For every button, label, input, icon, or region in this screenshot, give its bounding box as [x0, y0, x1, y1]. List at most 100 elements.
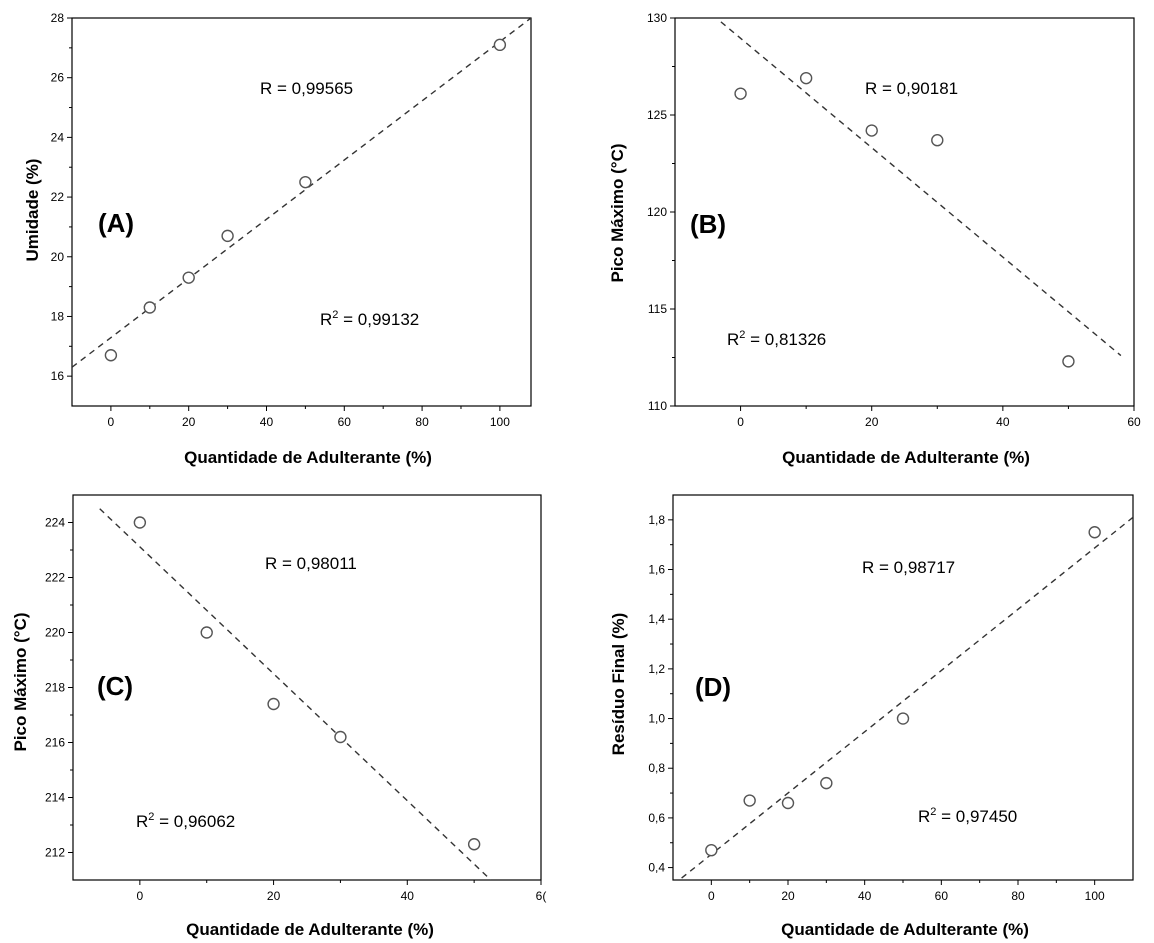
- panel-a-r2-exp: 2: [332, 309, 338, 321]
- panel-b-r-annotation: R = 0,90181: [865, 79, 958, 98]
- panel-b-xlabel: Quantidade de Adulterante (%): [782, 448, 1030, 467]
- panel-a-r2-base: R: [320, 310, 332, 329]
- panel-c-ylabel: Pico Máximo (°C): [11, 612, 30, 751]
- panel-b-fit-line: [720, 21, 1122, 357]
- panel-c-ytick-label: 212: [45, 846, 65, 860]
- panel-b-r2-value: = 0,81326: [745, 330, 826, 349]
- panel-a-xtick-label: 80: [415, 415, 429, 429]
- panel-a: 0 20 40 60 80 100 16 18 20 22 24 26 28 (A) R = 0,995…: [23, 11, 532, 467]
- panel-b-data-point: [734, 87, 747, 100]
- panel-d-r-annotation: R = 0,98717: [862, 558, 955, 577]
- panel-b-r2-annotation: R2 = 0,81326: [727, 329, 826, 349]
- panel-b-ytick-label: 110: [648, 399, 667, 413]
- panel-d-xlabel: Quantidade de Adulterante (%): [781, 920, 1029, 939]
- panel-d-r2-annotation: R2 = 0,97450: [918, 806, 1017, 826]
- panel-a-data-point: [143, 301, 156, 314]
- panel-a-ytick-label: 24: [51, 130, 65, 144]
- panel-d-ytick-label: 0,4: [648, 861, 665, 875]
- panel-d-xtick-label: 20: [781, 889, 795, 903]
- panel-c-ytick-label: 224: [45, 516, 65, 530]
- panel-d-ytick-label: 1,0: [648, 712, 665, 726]
- panel-d-ylabel: Resíduo Final (%): [609, 613, 628, 756]
- panel-d-frame: [672, 494, 1134, 881]
- panel-c-fit-line: [99, 508, 492, 880]
- panel-a-xtick-label: 100: [490, 415, 510, 429]
- panel-a-data-point: [299, 175, 312, 189]
- panel-c-xtick-label: 20: [267, 889, 281, 903]
- panel-d-data-point: [896, 712, 910, 725]
- panel-a-ytick-label: 22: [51, 190, 65, 204]
- panel-d-xtick-label: 60: [935, 889, 949, 903]
- panel-b-label: (B): [690, 209, 726, 239]
- panel-a-ytick-label: 26: [51, 71, 65, 85]
- panel-b-xtick-label: 40: [996, 415, 1010, 429]
- panel-c-data-point: [267, 697, 280, 711]
- panel-d-r2-base: R: [918, 807, 930, 826]
- panel-d-data-point: [781, 796, 795, 810]
- panel-c-ytick-label: 220: [45, 626, 65, 640]
- panel-b-ytick-label: 120: [647, 205, 667, 219]
- panel-c-data-point: [133, 516, 147, 529]
- panel-b-data-point: [1062, 355, 1075, 368]
- panel-d-data-point: [1088, 526, 1101, 539]
- panel-b-xtick-label: 0: [737, 415, 744, 429]
- panel-c-r2-annotation: R2 = 0,96062: [136, 811, 235, 831]
- panel-c-ytick-label: 216: [45, 736, 65, 750]
- panel-b-ytick-label: 115: [648, 302, 667, 316]
- panel-b-plot-area: 0 20 40 60 110 115 120 125 130: [647, 11, 1141, 429]
- panel-c-ytick-label: 214: [45, 791, 65, 805]
- panel-d: 0 20 40 60 80 100 0,4 0,6 0,8 1,0 1,2 1,4 1,6 1,8 (D)…: [609, 494, 1134, 939]
- panel-c-ytick-label: 218: [45, 681, 65, 695]
- panel-c-r2-base: R: [136, 812, 148, 831]
- panel-d-data-point: [820, 776, 833, 790]
- panel-a-r-annotation: R = 0,99565: [260, 79, 353, 98]
- panel-b-ytick-label: 125: [647, 108, 667, 122]
- panel-a-ytick-label: 28: [51, 11, 65, 25]
- panel-c-xtick-label: 0: [137, 889, 144, 903]
- panel-d-ytick-label: 1,2: [648, 662, 665, 676]
- panel-a-fit-line: [72, 18, 531, 368]
- panel-b-ytick-label: 130: [647, 11, 667, 25]
- panel-c-data-point: [467, 838, 481, 851]
- panel-b-frame: [674, 17, 1135, 407]
- panel-a-label: (A): [98, 208, 134, 238]
- panel-d-data-point: [743, 794, 756, 807]
- panel-a-plot-area: 0 20 40 60 80 100 16 18 20 22 24 26 28: [51, 11, 532, 429]
- panel-d-xtick-label: 40: [858, 889, 872, 903]
- panel-c-data-point: [334, 730, 347, 744]
- panel-d-ytick-label: 0,6: [648, 811, 665, 825]
- panel-d-plot-area: 0 20 40 60 80 100 0,4 0,6 0,8 1,0 1,2 1,4 1,6 1,8: [648, 494, 1134, 903]
- panel-c: 0 20 40 6(212 214 216 218 220 222 224 (C) R = 0,9…: [11, 494, 547, 939]
- panel-b-data-point: [931, 134, 944, 147]
- panel-b-data-point: [799, 71, 813, 85]
- panel-b-r2-base: R: [727, 330, 739, 349]
- panel-a-data-point: [221, 229, 234, 243]
- panel-c-xlabel: Quantidade de Adulterante (%): [186, 920, 434, 939]
- panel-a-ytick-label: 20: [51, 250, 65, 264]
- panel-d-label: (D): [695, 672, 731, 702]
- panel-d-r2-exp: 2: [930, 806, 936, 818]
- panel-a-data-point: [182, 271, 195, 284]
- panel-d-xtick-label: 100: [1085, 889, 1105, 903]
- panel-a-r2-value: = 0,99132: [338, 310, 419, 329]
- panel-d-r2-value: = 0,97450: [936, 807, 1017, 826]
- panel-a-ytick-label: 18: [51, 309, 65, 323]
- panel-a-xlabel: Quantidade de Adulterante (%): [184, 448, 432, 467]
- panel-b-r2-exp: 2: [739, 329, 745, 341]
- panel-b-xtick-label: 20: [865, 415, 879, 429]
- panel-a-r2-annotation: R2 = 0,99132: [320, 309, 419, 329]
- panel-a-ytick-label: 16: [51, 369, 65, 383]
- panel-c-xtick-label: 6(: [536, 889, 547, 903]
- panel-c-label: (C): [97, 671, 133, 701]
- panel-d-ytick-label: 1,6: [648, 563, 665, 577]
- panel-c-r2-value: = 0,96062: [154, 812, 235, 831]
- panel-a-data-point: [104, 349, 118, 362]
- panel-b: 0 20 40 60 110 115 120 125 130 (B) R = 0,90181 R…: [608, 11, 1141, 467]
- panel-a-xtick-label: 0: [108, 415, 115, 429]
- panel-c-r-annotation: R = 0,98011: [265, 554, 357, 573]
- panel-d-ytick-label: 1,4: [648, 612, 665, 626]
- panel-d-ytick-label: 0,8: [648, 761, 665, 775]
- panel-d-xtick-label: 80: [1011, 889, 1025, 903]
- panel-c-data-point: [200, 626, 213, 639]
